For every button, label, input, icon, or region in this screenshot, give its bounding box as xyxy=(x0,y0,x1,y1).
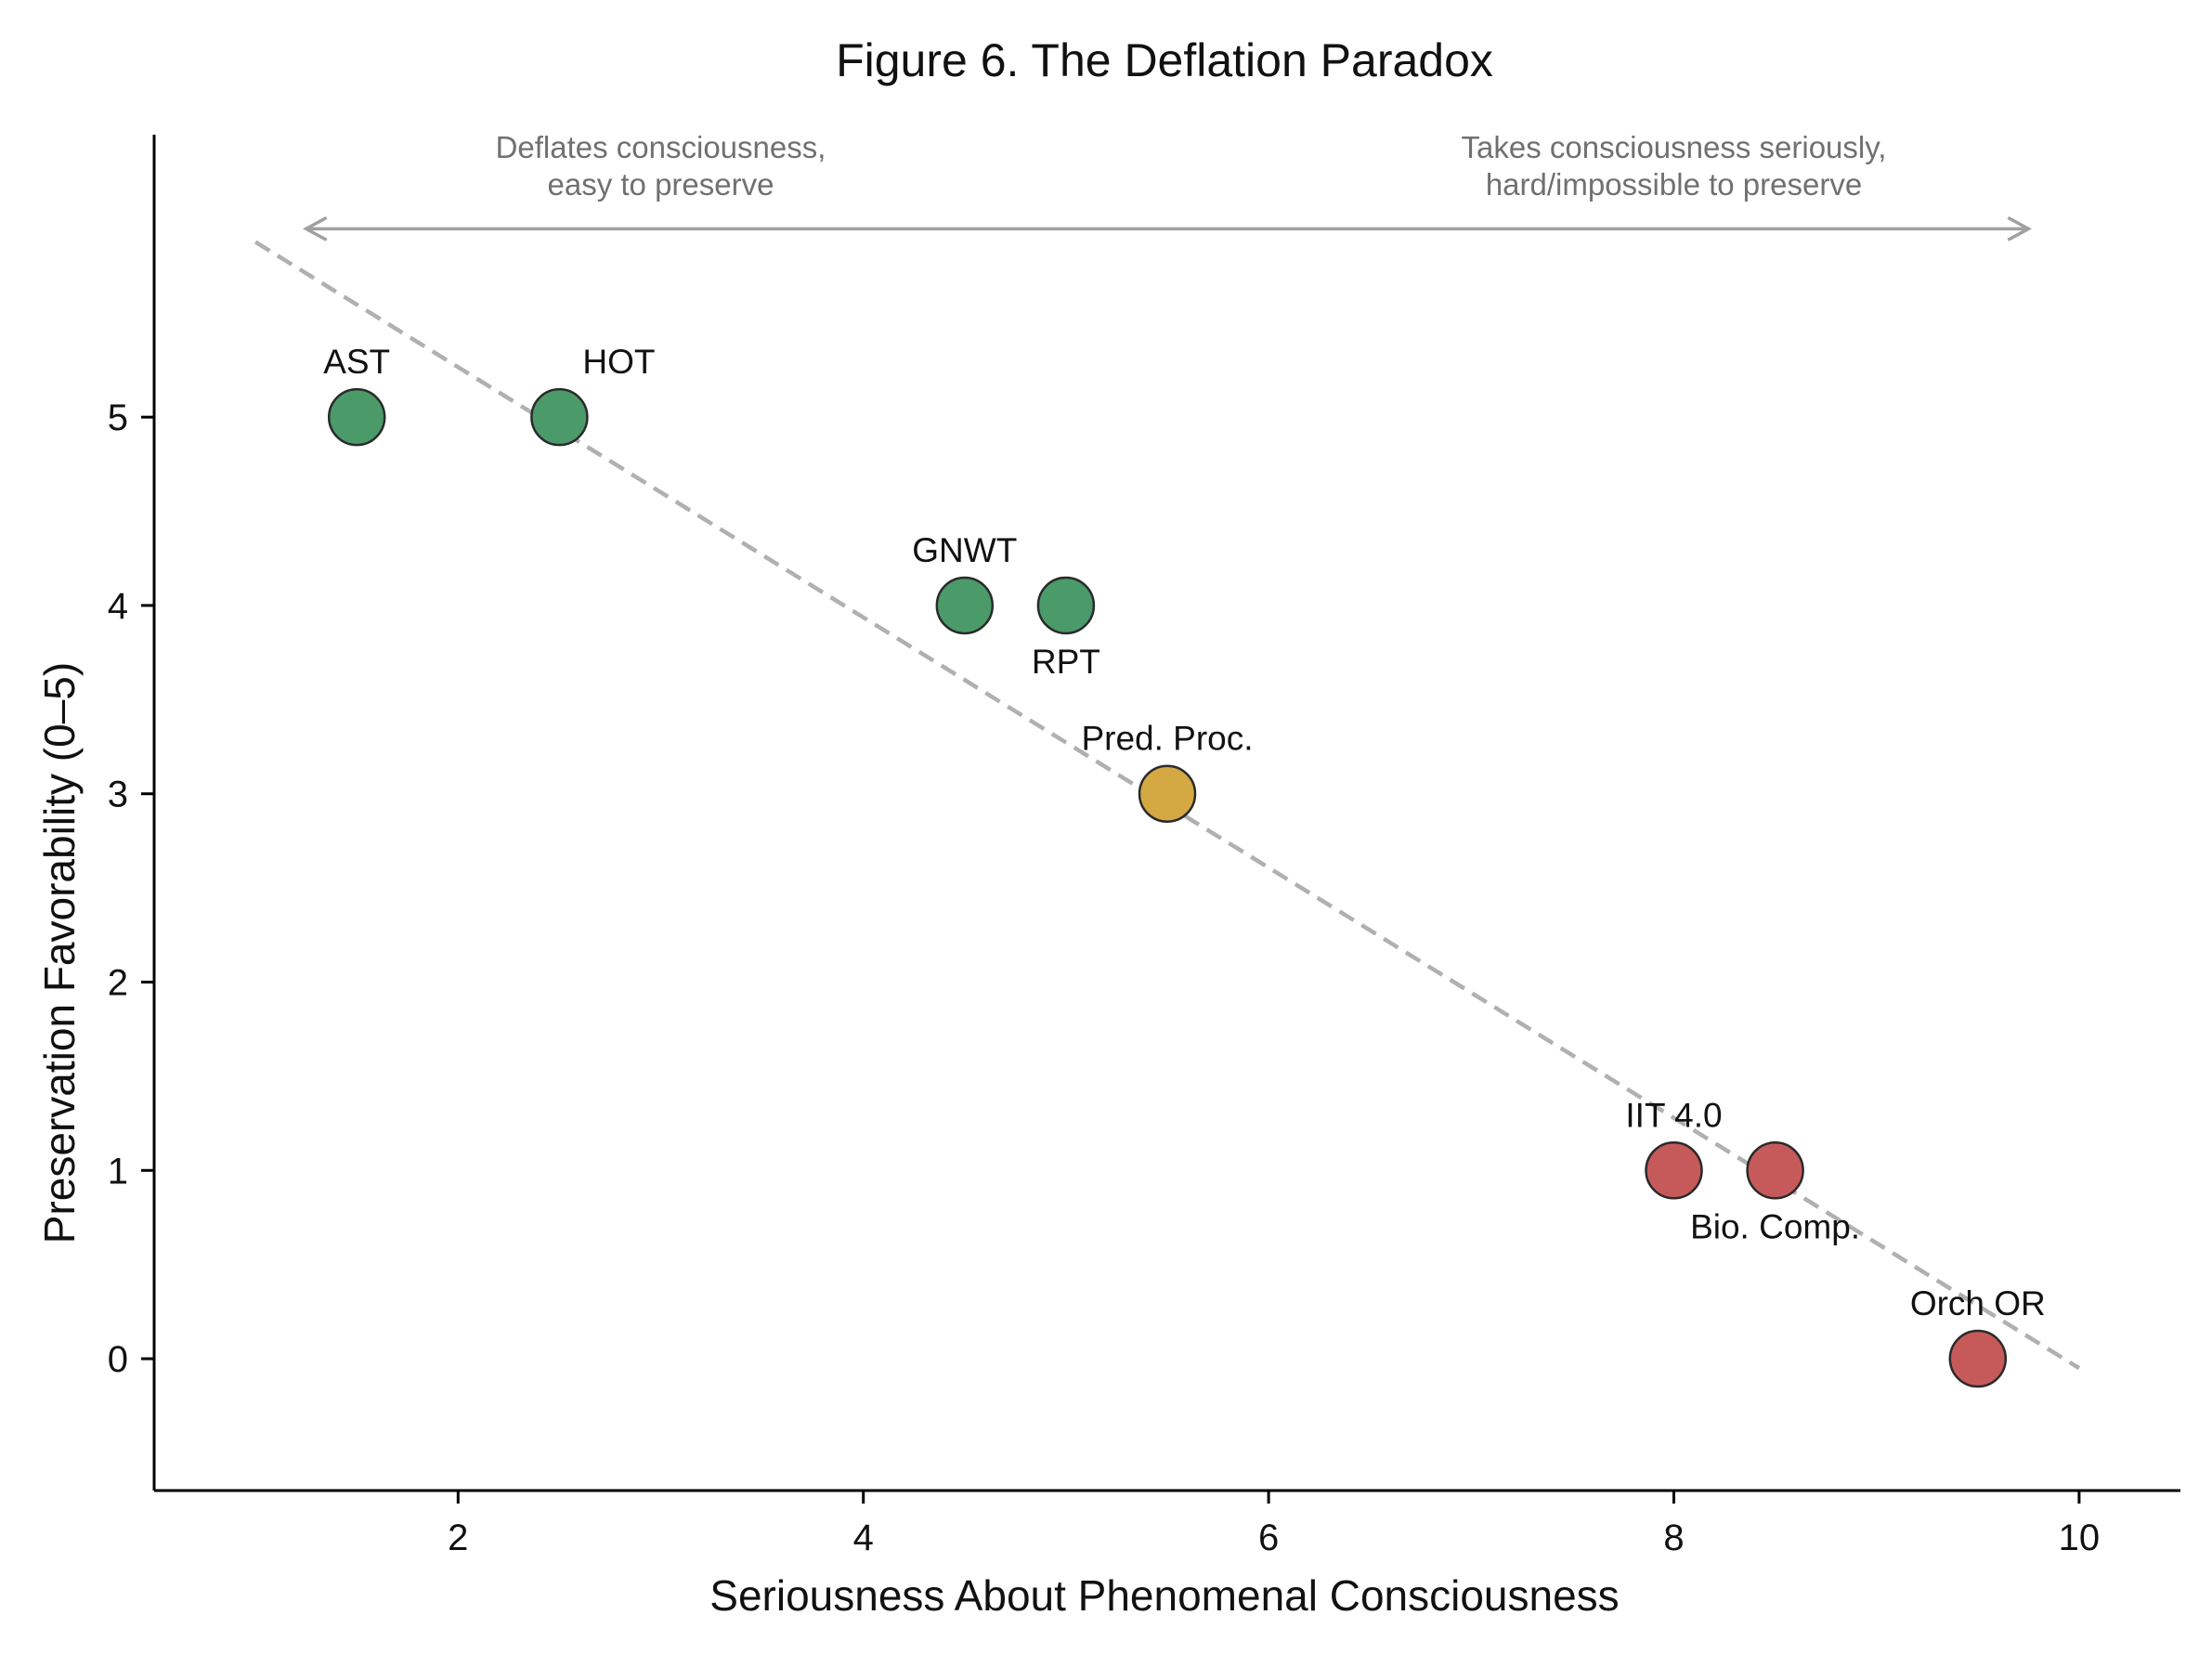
point-label-gnwt: GNWT xyxy=(912,531,1017,569)
y-tick-label: 0 xyxy=(108,1339,128,1380)
annotation-deflates: Deflates consciousness, xyxy=(496,130,826,164)
x-axis-label: Seriousness About Phenomenal Consciousne… xyxy=(709,1571,1619,1620)
point-orch-or xyxy=(1948,1329,2008,1388)
x-tick-label: 6 xyxy=(1258,1517,1279,1558)
annotation-layer: Deflates consciousness,easy to preserve T… xyxy=(302,130,2033,241)
point-gnwt xyxy=(935,576,995,635)
point-label-ast: AST xyxy=(323,343,390,381)
x-tick-label: 10 xyxy=(2059,1517,2101,1558)
point-ast xyxy=(327,387,386,447)
point-iit-4-0 xyxy=(1645,1141,1703,1200)
point-pred-proc xyxy=(1138,764,1197,823)
y-tick-label: 5 xyxy=(108,397,128,438)
x-tick-label: 8 xyxy=(1663,1517,1684,1558)
chart-title: Figure 6. The Deflation Paradox xyxy=(836,34,1493,86)
arrow-head-left xyxy=(302,215,328,241)
x-tick-label: 2 xyxy=(448,1517,468,1558)
points-layer xyxy=(327,387,2008,1388)
point-label-rpt: RPT xyxy=(1032,643,1100,681)
point-rpt xyxy=(1036,576,1096,635)
annotation-takes-seriously: Takes consciousness seriously, xyxy=(1462,130,1887,164)
point-hot xyxy=(530,387,589,447)
point-label-iit-4-0: IIT 4.0 xyxy=(1625,1096,1722,1134)
annotation-deflates: easy to preserve xyxy=(548,167,774,202)
arrow-head-right xyxy=(2007,215,2033,241)
point-label-orch-or: Orch OR xyxy=(1910,1284,2046,1322)
y-tick-label: 2 xyxy=(108,963,128,1004)
annotation-takes-seriously: hard/impossible to preserve xyxy=(1486,167,1862,202)
point-bio-comp xyxy=(1746,1141,1804,1200)
point-label-bio-comp: Bio. Comp. xyxy=(1690,1207,1860,1245)
point-label-hot: HOT xyxy=(582,343,655,381)
x-tick-label: 4 xyxy=(853,1517,874,1558)
point-label-pred-proc: Pred. Proc. xyxy=(1081,720,1253,758)
axes-layer: 2 4 6 8 10 0 1 2 3 4 5 xyxy=(108,135,2180,1558)
y-tick-label: 1 xyxy=(108,1151,128,1192)
y-tick-label: 3 xyxy=(108,775,128,815)
y-axis-label: Preservation Favorability (0–5) xyxy=(35,662,84,1244)
y-tick-label: 4 xyxy=(108,586,128,627)
labels-layer: AST HOT GNWT RPT Pred. Proc. IIT 4.0 Bio. Comp… xyxy=(323,343,2046,1322)
